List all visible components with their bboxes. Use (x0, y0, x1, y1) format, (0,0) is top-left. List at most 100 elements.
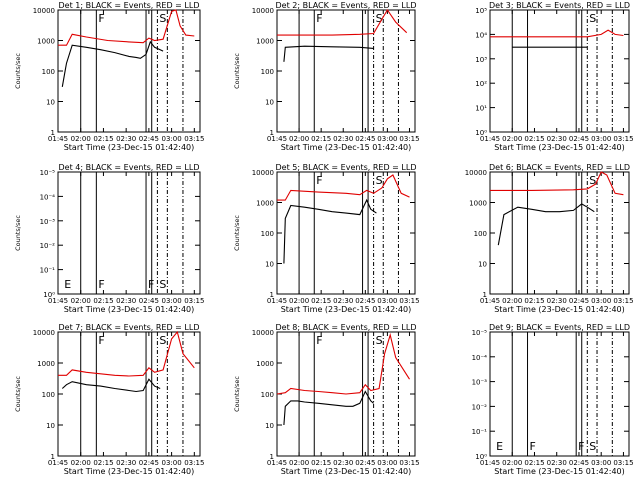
x-tick-label: 02:45 (355, 135, 375, 143)
y-tick-label: 10⁻² (40, 242, 56, 250)
chart-title: Det 8; BLACK = Events, RED = LLD (276, 323, 417, 332)
y-tick-label: 10⁰ (43, 291, 55, 299)
events-series-line (283, 390, 374, 426)
y-tick-label: 10⁰ (475, 453, 487, 461)
y-tick-label: 10 (46, 422, 55, 430)
event-marker: F (316, 334, 322, 347)
y-tick-label: 10000 (252, 329, 274, 337)
lld-series-line (490, 171, 624, 196)
x-tick-label: 03:15 (184, 135, 204, 143)
y-tick-label: 1000 (256, 38, 274, 46)
y-axis-label: Counts/sec (14, 215, 22, 251)
chart-title: Det 3; BLACK = Events, RED = LLD (489, 1, 630, 10)
y-tick-label: 100 (261, 391, 274, 399)
x-tick-label: 01:45 (480, 297, 500, 305)
x-tick-label: 02:45 (569, 297, 589, 305)
x-tick-label: 02:30 (547, 297, 567, 305)
x-axis-label: Start Time (23-Dec-15 01:42:40) (64, 143, 195, 152)
event-marker: S (159, 334, 166, 347)
x-tick-label: 01:45 (48, 297, 68, 305)
y-tick-label: 10000 (33, 329, 55, 337)
x-tick-label: 02:30 (547, 135, 567, 143)
event-marker: F (530, 440, 536, 453)
x-tick-label: 02:45 (569, 135, 589, 143)
y-tick-label: 1 (51, 129, 55, 137)
event-marker: E (64, 278, 71, 291)
y-tick-label: 10⁻⁴ (472, 354, 488, 362)
y-tick-label: 10⁻¹ (40, 267, 56, 275)
chart-panel-3: Det 3; BLACK = Events, RED = LLD Start Ti… (475, 1, 633, 152)
event-marker: F (98, 334, 104, 347)
chart-title: Det 2; BLACK = Events, RED = LLD (276, 1, 417, 10)
chart-title: Det 6; BLACK = Events, RED = LLD (489, 163, 630, 172)
chart-title: Det 5; BLACK = Events, RED = LLD (276, 163, 417, 172)
x-tick-label: 01:45 (267, 459, 287, 467)
x-axis-label: Start Time (23-Dec-15 01:42:40) (281, 467, 412, 476)
x-tick-label: 02:15 (93, 297, 113, 305)
y-tick-label: 10⁻⁵ (40, 169, 56, 177)
y-tick-label: 100 (261, 230, 274, 238)
x-tick-label: 03:15 (613, 297, 633, 305)
x-tick-label: 03:00 (377, 459, 397, 467)
chart-title: Det 4; BLACK = Events, RED = LLD (59, 163, 200, 172)
chart-panel-2: Det 2; BLACK = Events, RED = LLD Counts/s… (233, 1, 420, 152)
x-axis-label: Start Time (23-Dec-15 01:42:40) (281, 143, 412, 152)
plot-frame (489, 331, 630, 457)
chart-panel-4: Det 4; BLACK = Events, RED = LLD Counts/s… (14, 163, 204, 314)
x-tick-label: 01:45 (480, 135, 500, 143)
x-tick-label: 01:45 (48, 135, 68, 143)
y-tick-label: 10⁻³ (472, 379, 488, 387)
x-tick-label: 03:00 (162, 297, 182, 305)
x-tick-label: 02:00 (289, 459, 309, 467)
y-tick-label: 10⁰ (475, 129, 487, 137)
x-tick-label: 01:45 (480, 459, 500, 467)
event-marker: S (589, 174, 596, 187)
y-tick-label: 10 (46, 99, 55, 107)
event-marker: E (496, 440, 503, 453)
x-axis-label: Start Time (23-Dec-15 01:42:40) (64, 305, 195, 314)
x-tick-label: 01:45 (48, 459, 68, 467)
y-tick-label: 1000 (256, 200, 274, 208)
x-tick-label: 02:45 (139, 297, 159, 305)
y-tick-label: 10⁻³ (40, 218, 56, 226)
y-axis-label: Counts/sec (14, 53, 22, 89)
events-series-line (497, 203, 595, 246)
x-tick-label: 02:30 (547, 459, 567, 467)
events-series-line (283, 198, 377, 264)
y-axis-label: Counts/sec (233, 376, 241, 412)
y-tick-label: 1 (270, 129, 274, 137)
chart-panel-1: Det 1; BLACK = Events, RED = LLD Counts/s… (14, 1, 204, 152)
x-tick-label: 02:30 (333, 459, 353, 467)
lld-series-line (490, 29, 624, 38)
x-tick-label: 03:15 (399, 297, 419, 305)
y-tick-label: 1000 (256, 360, 274, 368)
y-tick-label: 10⁴ (475, 31, 487, 39)
lld-series-line (276, 332, 410, 395)
event-marker: F (316, 174, 322, 187)
x-tick-label: 02:30 (116, 459, 136, 467)
event-marker: F (98, 12, 104, 25)
chart-panel-7: Det 7; BLACK = Events, RED = LLD Counts/s… (14, 323, 204, 476)
y-tick-label: 1 (270, 291, 274, 299)
x-axis-label: Start Time (23-Dec-15 01:42:40) (494, 143, 625, 152)
x-axis-label: Start Time (23-Dec-15 01:42:40) (281, 305, 412, 314)
y-tick-label: 100 (42, 68, 55, 76)
x-tick-label: 01:45 (267, 135, 287, 143)
event-marker: S (159, 12, 166, 25)
event-marker: S (376, 334, 383, 347)
x-tick-label: 02:30 (333, 135, 353, 143)
y-tick-label: 10² (475, 80, 487, 88)
y-tick-label: 10 (265, 422, 274, 430)
lld-series-line (58, 330, 195, 377)
event-marker: S (589, 440, 596, 453)
y-tick-label: 10¹ (475, 105, 487, 113)
x-tick-label: 02:30 (116, 297, 136, 305)
x-tick-label: 02:00 (502, 297, 522, 305)
y-tick-label: 10000 (33, 7, 55, 15)
y-tick-label: 1 (483, 291, 487, 299)
y-tick-label: 100 (261, 68, 274, 76)
x-tick-label: 02:15 (311, 297, 331, 305)
x-tick-label: 02:00 (71, 459, 91, 467)
x-tick-label: 02:00 (502, 459, 522, 467)
